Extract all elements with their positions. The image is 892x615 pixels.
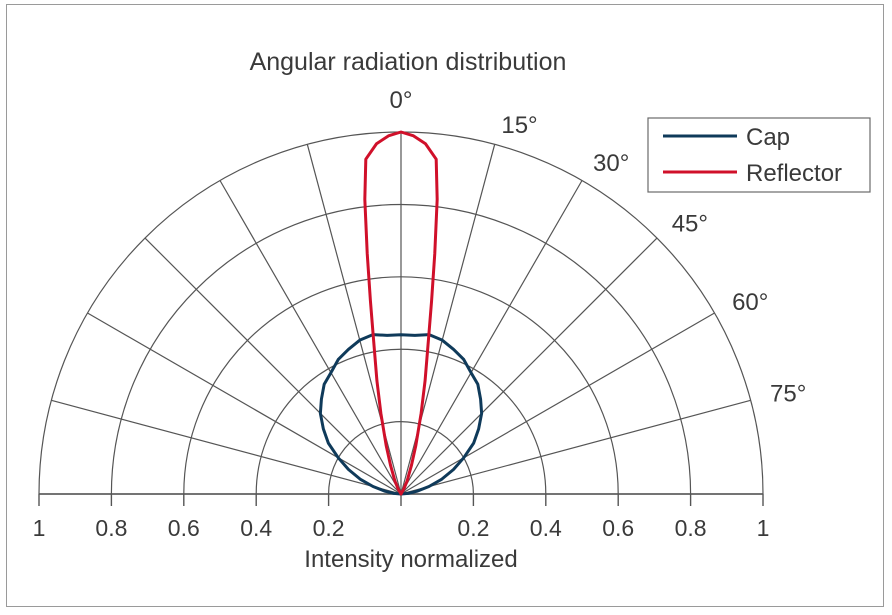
chart-title: Angular radiation distribution	[250, 48, 567, 76]
x-tick-label: 0.8	[95, 515, 127, 541]
x-tick-label: 0.4	[240, 515, 272, 541]
angle-label: 45°	[672, 210, 708, 237]
legend-label-reflector: Reflector	[746, 160, 842, 187]
grid-spoke	[219, 180, 402, 495]
grid-spoke	[51, 399, 402, 495]
x-axis-label: Intensity normalized	[304, 546, 517, 573]
x-tick-label: 0.2	[313, 515, 345, 541]
grid-spoke	[400, 312, 715, 495]
angle-label: 60°	[732, 289, 768, 316]
angle-label: 0°	[390, 87, 413, 114]
x-tick-label: 0.8	[675, 515, 707, 541]
legend-label-cap: Cap	[746, 124, 790, 151]
series-line-cap	[318, 333, 484, 496]
x-tick-label: 0.6	[168, 515, 200, 541]
x-tick-label: 1	[33, 515, 46, 541]
chart-frame	[6, 4, 884, 607]
angle-label: 15°	[501, 112, 537, 139]
grid-spoke	[400, 237, 658, 495]
legend: Cap Reflector	[647, 117, 871, 193]
legend-box	[647, 117, 871, 193]
grid-spoke	[400, 180, 583, 495]
angle-label: 30°	[593, 150, 629, 177]
x-tick-label: 0.6	[602, 515, 634, 541]
x-axis: 1 0.8 0.6 0.4 0.2 0.2 0.4 0.6 0.8 1	[33, 493, 770, 541]
grid-spoke	[400, 399, 751, 495]
grid-spoke	[87, 312, 402, 495]
x-tick-label: 0.4	[530, 515, 562, 541]
grid-spoke	[144, 237, 402, 495]
labels-layer: 0° 15° 30° 45° 60° 75°	[390, 87, 807, 408]
angle-label: 75°	[770, 381, 806, 408]
series-line-reflector	[363, 130, 439, 496]
series-layer	[318, 130, 484, 496]
x-tick-label: 1	[757, 515, 770, 541]
x-tick-label: 0.2	[457, 515, 489, 541]
